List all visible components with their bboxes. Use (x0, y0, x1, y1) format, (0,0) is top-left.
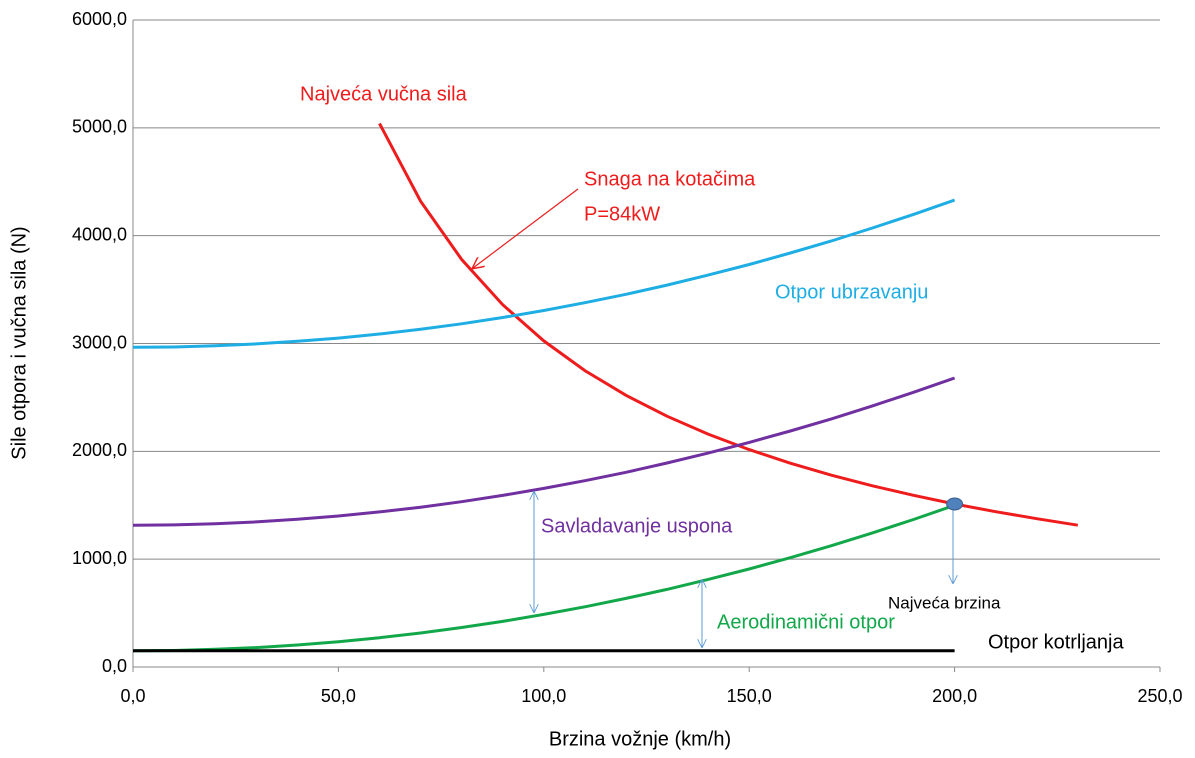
x-tick-label: 250,0 (1137, 686, 1182, 706)
series-line (132, 376, 956, 527)
x-tick-label: 50,0 (321, 686, 356, 706)
annotation: Snaga na kotačima (584, 168, 756, 190)
y-axis-title: Sile otpora i vučna sila (N) (8, 226, 30, 459)
annotation: P=84kW (584, 203, 660, 225)
x-tick-label: 200,0 (932, 686, 977, 706)
series-label: Otpor kotrljanja (988, 631, 1124, 653)
y-tick-label: 3000,0 (72, 332, 127, 352)
series-label: Aerodinamični otpor (717, 611, 895, 633)
series-line (132, 503, 956, 653)
arrow (473, 188, 579, 268)
grid (132, 19, 1161, 672)
series-label: Savladavanje uspona (541, 515, 733, 537)
y-tick-label: 2000,0 (72, 440, 127, 460)
y-tick-label: 6000,0 (72, 9, 127, 29)
y-tick-label: 0,0 (102, 656, 127, 676)
x-tick-label: 150,0 (727, 686, 772, 706)
x-tick-label: 0,0 (120, 686, 145, 706)
y-tick-label: 4000,0 (72, 224, 127, 244)
x-tick-label: 100,0 (521, 686, 566, 706)
top-speed-point (946, 497, 964, 511)
x-axis-title: Brzina vožnje (km/h) (549, 728, 731, 750)
y-tick-label: 5000,0 (72, 117, 127, 137)
series-line (132, 198, 956, 349)
series-label: Najveća vučna sila (300, 83, 468, 105)
annotation: Najveća brzina (888, 593, 1001, 612)
y-tick-label: 1000,0 (72, 548, 127, 568)
series-label: Otpor ubrzavanju (775, 281, 928, 303)
